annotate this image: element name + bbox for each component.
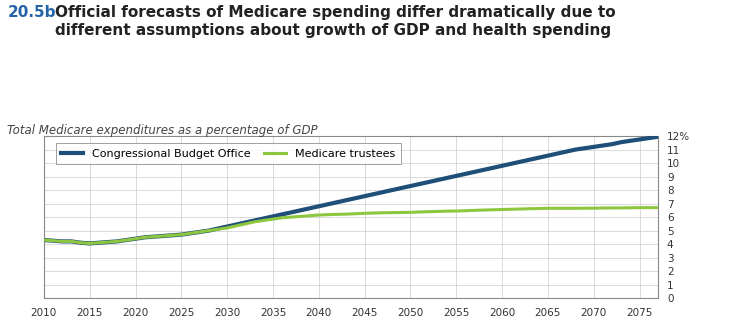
Text: Total Medicare expenditures as a percentage of GDP: Total Medicare expenditures as a percent… <box>7 124 318 137</box>
Text: 20.5b: 20.5b <box>7 5 56 20</box>
Text: Official forecasts of Medicare spending differ dramatically due to
different ass: Official forecasts of Medicare spending … <box>55 5 616 38</box>
Legend: Congressional Budget Office, Medicare trustees: Congressional Budget Office, Medicare tr… <box>56 143 401 164</box>
